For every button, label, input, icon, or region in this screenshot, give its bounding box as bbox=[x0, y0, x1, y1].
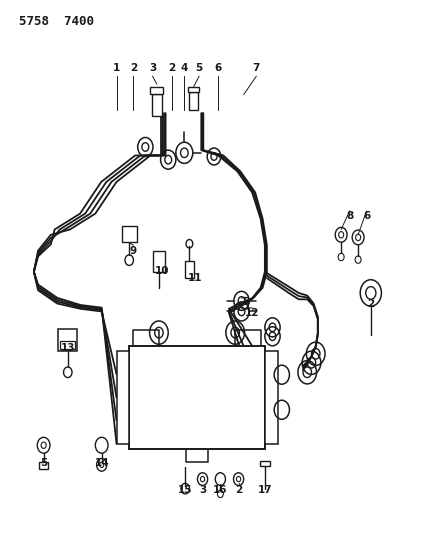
Text: 5758  7400: 5758 7400 bbox=[19, 15, 94, 28]
Bar bbox=[185, 261, 193, 278]
Text: 12: 12 bbox=[245, 308, 259, 318]
Text: 5: 5 bbox=[196, 63, 203, 73]
Text: 5: 5 bbox=[40, 458, 47, 468]
Text: 3: 3 bbox=[199, 484, 206, 495]
Text: 16: 16 bbox=[213, 484, 228, 495]
Bar bbox=[59, 329, 77, 351]
Text: 4: 4 bbox=[181, 63, 188, 73]
Bar bbox=[152, 251, 165, 272]
Text: 1: 1 bbox=[113, 63, 120, 73]
Text: 13: 13 bbox=[60, 343, 75, 353]
Bar bbox=[129, 346, 265, 449]
Text: 2: 2 bbox=[130, 63, 137, 73]
Bar bbox=[260, 461, 270, 466]
Text: 7: 7 bbox=[253, 63, 260, 73]
Text: 8: 8 bbox=[346, 211, 353, 221]
Text: 6: 6 bbox=[214, 63, 222, 73]
Text: 5: 5 bbox=[242, 297, 250, 308]
Text: 15: 15 bbox=[178, 484, 193, 495]
Bar bbox=[150, 87, 163, 94]
Bar bbox=[265, 351, 278, 443]
Bar bbox=[188, 87, 199, 92]
Text: 2: 2 bbox=[235, 484, 242, 495]
Text: 2: 2 bbox=[168, 63, 175, 73]
Bar bbox=[60, 341, 75, 349]
Text: 2: 2 bbox=[367, 298, 374, 309]
Bar bbox=[190, 92, 198, 110]
Bar bbox=[152, 94, 162, 116]
Bar bbox=[122, 226, 137, 241]
Text: 14: 14 bbox=[94, 458, 109, 468]
Text: 3: 3 bbox=[149, 63, 156, 73]
Text: 6: 6 bbox=[363, 211, 370, 221]
Text: 11: 11 bbox=[187, 273, 202, 283]
Text: 10: 10 bbox=[155, 266, 169, 276]
Bar bbox=[39, 462, 48, 469]
Text: 17: 17 bbox=[258, 484, 272, 495]
Bar bbox=[116, 351, 129, 443]
Text: 9: 9 bbox=[130, 246, 137, 256]
